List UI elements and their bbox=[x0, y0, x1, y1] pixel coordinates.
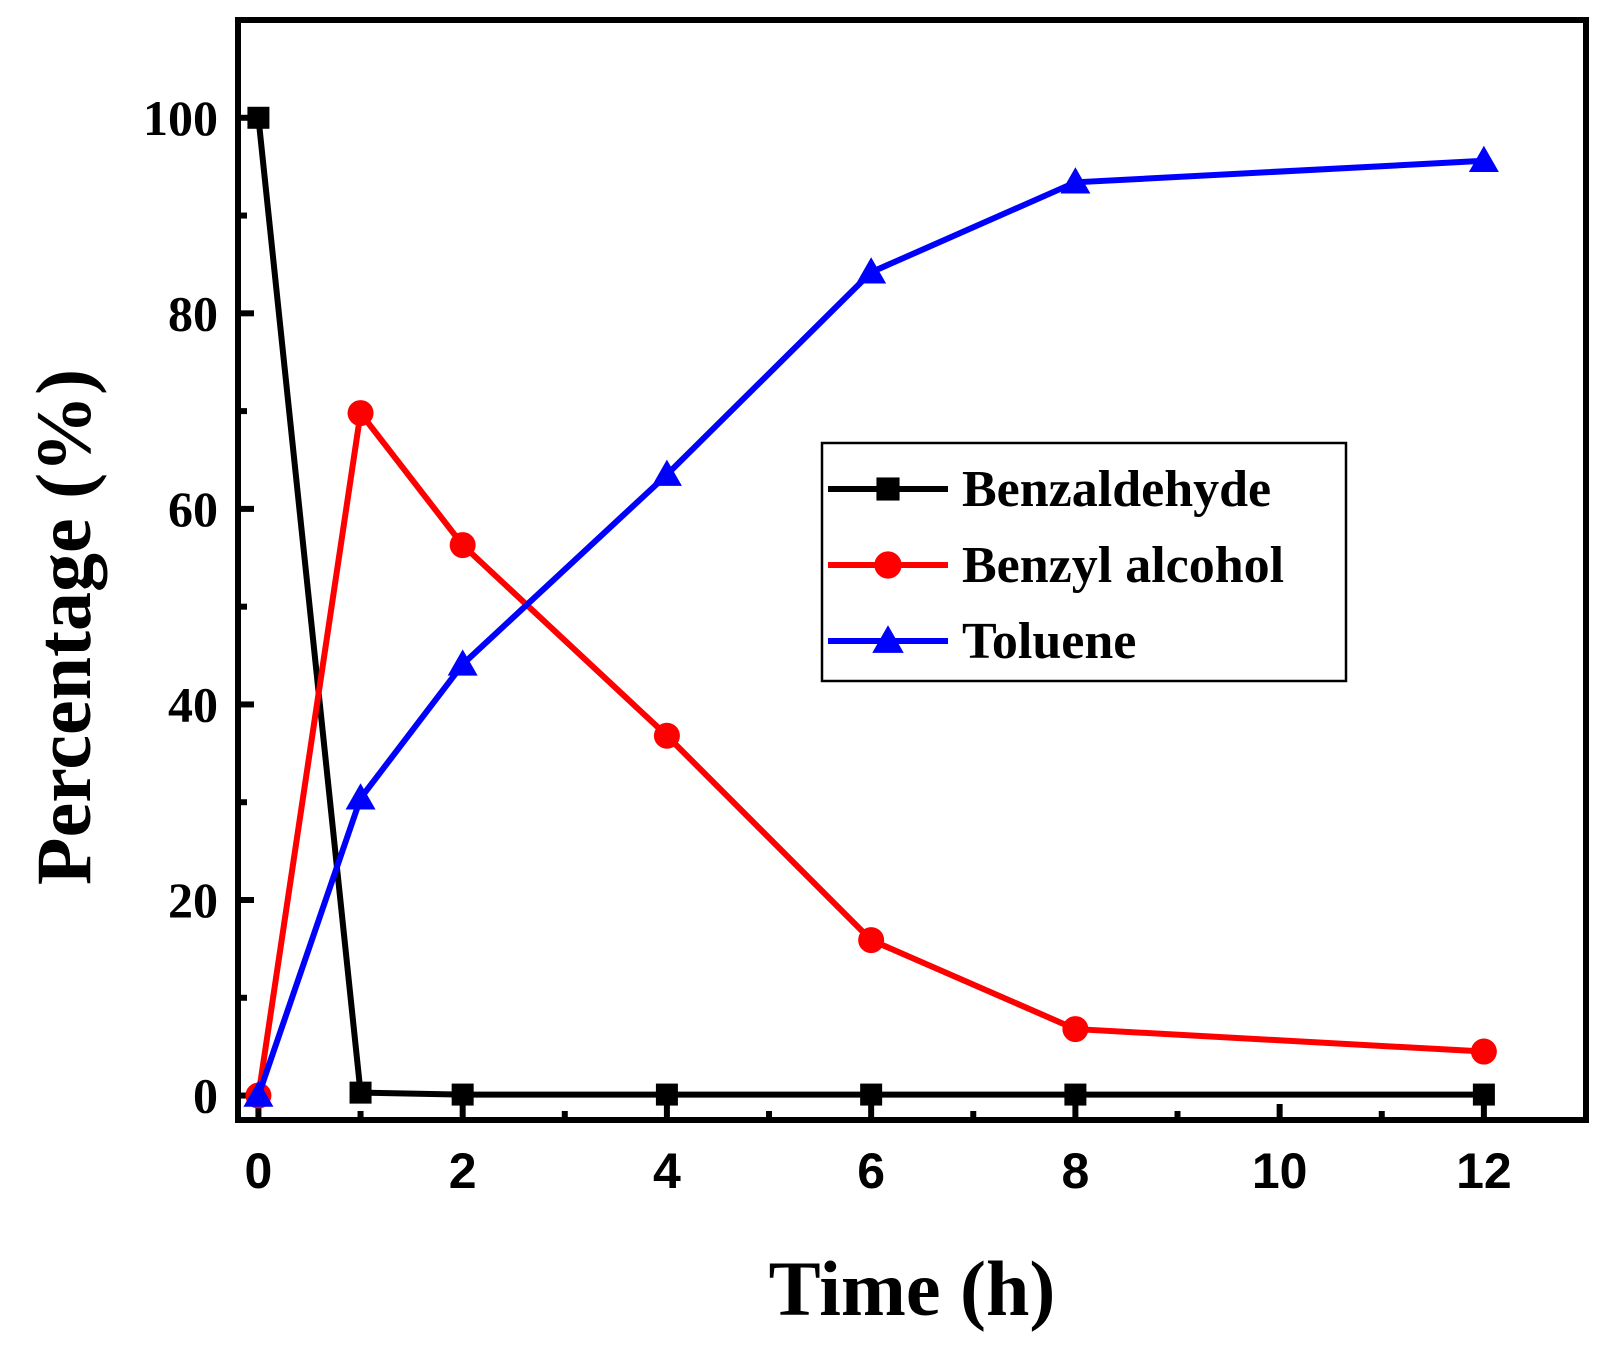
x-tick-label: 8 bbox=[1061, 1143, 1089, 1199]
legend-marker-benzaldehyde bbox=[876, 477, 900, 501]
data-point-benzaldehyde bbox=[451, 1083, 474, 1106]
x-tick-label: 4 bbox=[653, 1143, 681, 1199]
data-point-benzyl-alcohol bbox=[347, 400, 374, 427]
series-layer bbox=[243, 106, 1499, 1109]
legend-items: Benzaldehyde Benzyl alcohol Toluene bbox=[828, 461, 1284, 670]
plot-frame bbox=[235, 17, 1589, 1123]
data-point-toluene bbox=[243, 1080, 274, 1107]
data-point-benzyl-alcohol bbox=[1470, 1038, 1497, 1065]
data-point-benzaldehyde bbox=[655, 1083, 678, 1106]
data-point-toluene bbox=[447, 649, 478, 676]
x-tick-label: 12 bbox=[1456, 1143, 1512, 1199]
data-point-benzyl-alcohol bbox=[653, 722, 680, 749]
x-tick-label: 6 bbox=[857, 1143, 885, 1199]
legend-marker-toluene bbox=[872, 625, 904, 653]
data-point-benzaldehyde bbox=[860, 1083, 883, 1106]
legend-label-benzyl-alcohol: Benzyl alcohol bbox=[962, 537, 1284, 594]
legend-marker-benzyl-alcohol bbox=[874, 551, 902, 579]
data-point-benzyl-alcohol bbox=[1062, 1016, 1089, 1043]
data-point-benzyl-alcohol bbox=[449, 532, 476, 559]
data-point-toluene bbox=[856, 257, 887, 284]
x-axis-title: Time (h) bbox=[769, 1245, 1056, 1332]
x-tick-label: 10 bbox=[1252, 1143, 1308, 1199]
x-tick-label: 2 bbox=[449, 1143, 477, 1199]
series-toluene bbox=[243, 145, 1499, 1107]
legend-label-benzaldehyde: Benzaldehyde bbox=[962, 461, 1271, 518]
y-tick-label: 100 bbox=[143, 90, 218, 146]
data-point-toluene bbox=[1060, 167, 1091, 194]
legend-label-toluene: Toluene bbox=[962, 613, 1136, 670]
y-tick-label: 20 bbox=[168, 872, 218, 928]
y-tick-label: 60 bbox=[168, 481, 218, 537]
data-point-toluene bbox=[1468, 145, 1499, 173]
y-axis-title: Percentage (%) bbox=[20, 369, 107, 885]
legend: Benzaldehyde Benzyl alcohol Toluene bbox=[820, 441, 1348, 683]
data-point-toluene bbox=[345, 783, 376, 810]
x-tick-label: 0 bbox=[245, 1143, 273, 1199]
x-tick-labels: 0 2 4 6 8 10 12 bbox=[245, 1143, 1512, 1199]
data-point-benzaldehyde bbox=[247, 106, 270, 129]
data-point-toluene bbox=[651, 459, 682, 486]
data-point-benzaldehyde bbox=[349, 1081, 372, 1104]
y-tick-labels: 0 20 40 60 80 100 bbox=[143, 90, 218, 1124]
data-point-benzaldehyde bbox=[1472, 1083, 1495, 1106]
data-point-benzyl-alcohol bbox=[858, 927, 885, 954]
series-benzaldehyde bbox=[247, 106, 1495, 1106]
y-tick-label: 0 bbox=[193, 1068, 218, 1124]
data-point-benzaldehyde bbox=[1064, 1083, 1087, 1106]
y-tick-label: 40 bbox=[168, 676, 218, 732]
y-tick-label: 80 bbox=[168, 285, 218, 341]
